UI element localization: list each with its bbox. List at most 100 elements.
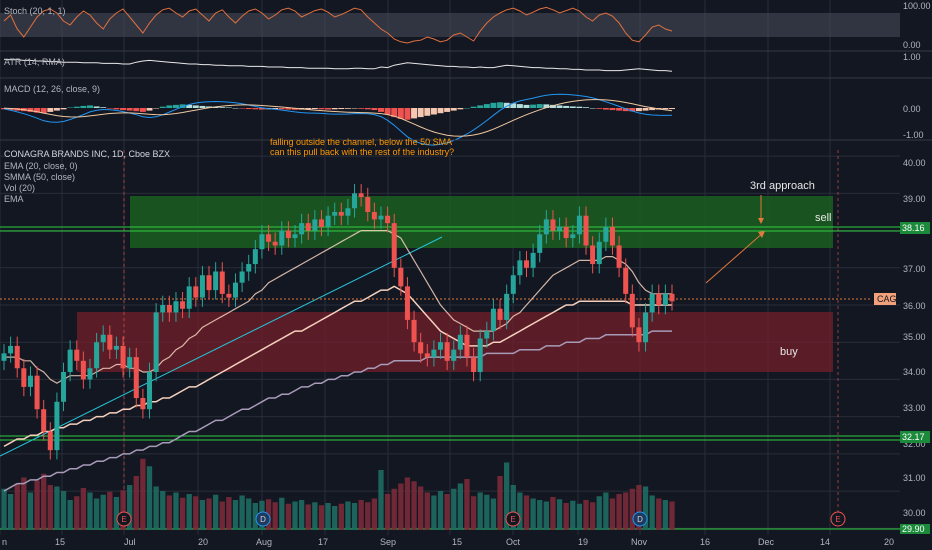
candle-body — [239, 271, 245, 283]
buy-label[interactable]: buy — [780, 346, 798, 358]
event-marker[interactable]: E — [830, 511, 846, 527]
candle-body — [345, 208, 351, 216]
trend-channel-line[interactable] — [0, 236, 443, 457]
legend-ema20[interactable]: EMA (20, close, 0) — [4, 161, 78, 171]
volume-bar — [140, 458, 146, 530]
candle-body — [325, 215, 331, 227]
sell-label[interactable]: sell — [815, 212, 832, 224]
volume-bar — [226, 497, 232, 530]
atr-pane[interactable]: ATR (14, RMA) 1.00 — [3, 52, 921, 72]
volume-bar — [556, 499, 563, 530]
volume-bar — [623, 492, 629, 530]
legend-ema[interactable]: EMA — [4, 194, 24, 204]
up-arrow[interactable] — [705, 231, 765, 284]
macd-bar — [629, 108, 636, 112]
macd-bar — [503, 102, 510, 108]
smma50-line — [3, 285, 672, 448]
bottom-level-tag[interactable] — [900, 524, 930, 534]
upper-level-tag[interactable] — [900, 222, 930, 234]
volume-bar — [371, 498, 378, 530]
macd-histogram — [1, 102, 675, 120]
atr-label: ATR (14, RMA) — [4, 57, 65, 67]
buy-zone[interactable] — [77, 312, 833, 372]
event-marker[interactable]: D — [632, 511, 648, 527]
macd-bar — [159, 106, 166, 108]
stoch-pane[interactable]: Stoch (20, 1, 1) 100.00 0.00 — [0, 1, 931, 50]
candle-body — [272, 241, 278, 246]
volume-bar — [27, 492, 34, 530]
candle-body — [292, 234, 298, 239]
candle-body — [477, 338, 483, 372]
macd-bar — [93, 106, 100, 108]
macd-bar — [285, 108, 292, 110]
candle-body — [146, 371, 153, 410]
event-marker[interactable]: E — [505, 511, 521, 527]
macd-bar — [73, 106, 80, 108]
macd-pane[interactable]: MACD (12, 26, close, 9) 0.00 -1.00 — [1, 84, 924, 146]
candle-body — [100, 334, 106, 343]
macd-bar — [649, 108, 656, 111]
volume-bar — [113, 497, 120, 530]
volume-bar — [199, 500, 206, 530]
volume-bar — [239, 495, 245, 530]
candle-body — [120, 345, 126, 369]
price-axis[interactable]: 40.00 39.00 37.00 36.00 35.00 34.00 33.0… — [874, 158, 930, 534]
volume-bar — [34, 480, 40, 530]
volume-bar — [87, 492, 93, 530]
note-line-2[interactable]: can this pull back with the rest of the … — [270, 147, 454, 157]
x-tick: Sep — [380, 537, 396, 547]
candle-body — [232, 282, 238, 298]
legend-volume[interactable]: Vol (20) — [4, 183, 35, 193]
macd-bar — [126, 108, 133, 111]
price-pane[interactable]: falling outside the channel, below the 5… — [0, 137, 930, 534]
volume-bar — [285, 503, 292, 530]
volume-bar — [656, 498, 662, 530]
macd-bar — [424, 108, 431, 116]
macd-bar — [602, 108, 609, 110]
volume-bar — [583, 500, 589, 530]
volume-bars — [1, 458, 675, 530]
macd-bar — [80, 105, 87, 108]
candle-body — [576, 215, 582, 235]
event-marker[interactable]: E — [116, 511, 132, 527]
time-axis[interactable]: n 15 Jul 20 Aug 17 Sep 15 Oct 19 Nov 16 … — [2, 537, 894, 547]
macd-bar — [457, 108, 464, 110]
last-price-tag[interactable] — [874, 293, 896, 305]
volume-bar — [1, 488, 7, 530]
volume-bar — [411, 481, 417, 530]
macd-tick-neg: -1.00 — [903, 130, 924, 140]
candle-body — [543, 219, 549, 235]
macd-bar — [199, 105, 206, 108]
volume-bar — [127, 485, 133, 530]
volume-bar — [589, 502, 596, 530]
candle-body — [186, 286, 192, 309]
candle-body — [94, 342, 100, 369]
candle-body — [113, 345, 119, 350]
legend-smma50[interactable]: SMMA (50, close) — [4, 172, 75, 182]
price-tick: 39.00 — [903, 194, 926, 204]
candle-body — [213, 271, 219, 291]
macd-bar — [391, 108, 398, 118]
candle-body — [656, 293, 662, 306]
candle-body — [411, 319, 417, 343]
macd-bar — [563, 105, 570, 108]
lower-level-tag[interactable] — [900, 431, 930, 443]
macd-bar — [34, 108, 41, 113]
volume-bar — [418, 486, 424, 530]
third-approach-label[interactable]: 3rd approach — [750, 180, 815, 192]
macd-bar — [186, 104, 193, 108]
macd-bar — [278, 108, 285, 110]
sell-zone[interactable] — [130, 196, 833, 248]
candle-body — [378, 215, 384, 220]
candle-body — [133, 357, 139, 399]
macd-bar — [113, 108, 120, 110]
candle-body — [54, 401, 60, 451]
volume-bar — [484, 494, 490, 530]
event-marker[interactable]: D — [255, 511, 271, 527]
note-line-1[interactable]: falling outside the channel, below the 5… — [270, 137, 452, 147]
volume-bar — [563, 503, 569, 530]
macd-bar — [642, 108, 649, 111]
x-tick: 20 — [884, 537, 894, 547]
candle-body — [74, 349, 80, 361]
